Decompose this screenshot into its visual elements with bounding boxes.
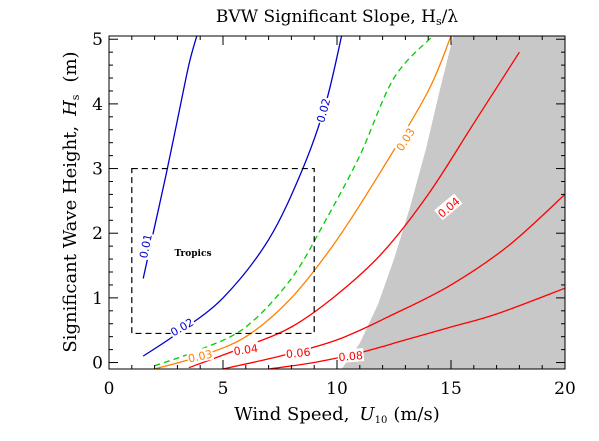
contour-label: 0.06 <box>285 346 311 361</box>
contour-label: 0.04 <box>233 342 259 358</box>
contour-label-background <box>337 347 365 364</box>
x-tick-label: 10 <box>326 379 348 399</box>
contour-label-group: 0.08 <box>337 347 365 364</box>
contour-label: 0.01 <box>137 233 155 260</box>
contour-label-background <box>434 193 463 221</box>
contour-label-background <box>392 124 418 154</box>
y-axis-label: Significant Wave Height,Hs(m) <box>60 51 82 352</box>
contour-label: 0.03 <box>187 348 214 366</box>
contour-line-0-02 <box>142 36 343 357</box>
contour-line-0-06 <box>222 193 565 369</box>
contour-label: 0.02 <box>314 97 333 124</box>
x-tick-label: 20 <box>554 379 576 399</box>
x-tick-label: 5 <box>218 379 229 399</box>
contour-label-group: 0.06 <box>284 344 312 361</box>
contour-line-dashed-2 <box>154 36 434 367</box>
y-tick-label: 4 <box>92 95 103 115</box>
y-tick-label: 3 <box>92 160 103 180</box>
contour-label-group: 0.03 <box>392 124 418 154</box>
contour-label-group: 0.01 <box>135 231 155 261</box>
contour-label-background <box>186 346 215 365</box>
contour-label-group: 0.04 <box>231 340 260 358</box>
contour-label-group: 0.02 <box>313 96 333 125</box>
y-tick-label: 5 <box>92 30 103 50</box>
contour-label-background <box>231 340 260 358</box>
y-tick-label: 1 <box>92 289 103 309</box>
tropics-box <box>131 167 315 335</box>
tropics-label: Tropics <box>174 249 211 259</box>
y-tick-label: 0 <box>92 354 103 374</box>
contour-label-group: 0.02 <box>167 314 197 339</box>
contour-line-0-01 <box>142 36 198 279</box>
x-tick-label: 0 <box>104 379 115 399</box>
chart-title: BVW Significant Slope, Hs/λ <box>216 7 458 28</box>
contour-label-background <box>135 231 155 261</box>
contour-label-group: 0.03 <box>186 346 215 366</box>
x-axis-label: Wind Speed, U10 (m/s) <box>234 404 440 426</box>
contour-label-background <box>167 314 197 339</box>
x-tick-label: 15 <box>440 379 462 399</box>
contour-label: 0.08 <box>338 349 364 364</box>
y-tick-label: 2 <box>92 224 103 244</box>
contour-label-background <box>284 344 312 361</box>
contour-line-0-08 <box>268 287 565 369</box>
